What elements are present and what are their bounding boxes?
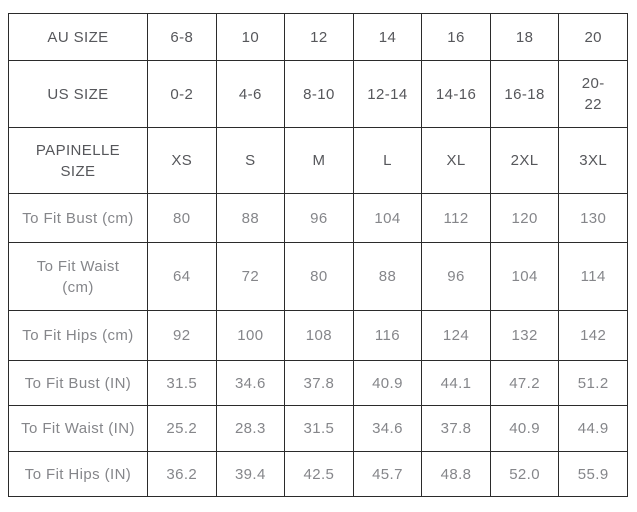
value-cell: 25.2 <box>147 405 217 452</box>
value-cell: 108 <box>284 310 354 361</box>
table-row: To Fit Hips (cm) 92 100 108 116 124 132 142 <box>8 310 628 361</box>
value-cell: 28.3 <box>215 405 286 452</box>
value-cell: 96 <box>421 242 491 311</box>
value-cell: 124 <box>421 310 491 361</box>
value-cell: 72 <box>215 242 286 311</box>
value-cell: 80 <box>284 242 354 311</box>
value-cell: 8-10 <box>284 60 354 128</box>
value-cell: XL <box>421 127 491 194</box>
row-label: US SIZE <box>8 60 148 128</box>
value-cell: 3XL <box>558 127 628 194</box>
table-row: AU SIZE 6-8 10 12 14 16 18 20 <box>8 13 628 61</box>
value-cell: 2XL <box>489 127 560 194</box>
value-cell: 31.5 <box>147 360 217 406</box>
value-cell: 96 <box>284 193 354 243</box>
value-cell: 12 <box>284 13 354 61</box>
value-cell: M <box>284 127 354 194</box>
value-cell: 48.8 <box>421 451 491 497</box>
value-cell: 4-6 <box>215 60 286 128</box>
value-cell: 116 <box>352 310 423 361</box>
table-row: To Fit Waist (IN) 25.2 28.3 31.5 34.6 37.8 40.… <box>8 405 628 452</box>
value-cell: 14 <box>352 13 423 61</box>
value-cell: 45.7 <box>352 451 423 497</box>
value-cell: 88 <box>352 242 423 311</box>
table-row: US SIZE 0-2 4-6 8-10 12-14 14-16 16-18 20- 22 <box>8 60 628 128</box>
table-row: PAPINELLE SIZE XS S M L XL 2XL 3XL <box>8 127 628 194</box>
value-cell: 132 <box>489 310 560 361</box>
value-cell: 44.9 <box>558 405 628 452</box>
value-cell: 20- 22 <box>558 60 628 128</box>
value-cell: XS <box>147 127 217 194</box>
value-cell: 37.8 <box>284 360 354 406</box>
row-label: To Fit Bust (IN) <box>8 360 148 406</box>
table-row: To Fit Bust (cm) 80 88 96 104 112 120 130 <box>8 193 628 243</box>
value-cell: 16-18 <box>489 60 560 128</box>
value-cell: 88 <box>215 193 286 243</box>
value-cell: 12-14 <box>352 60 423 128</box>
value-cell: 0-2 <box>147 60 217 128</box>
value-cell: 47.2 <box>489 360 560 406</box>
row-label: To Fit Hips (cm) <box>8 310 148 361</box>
value-cell: 39.4 <box>215 451 286 497</box>
value-cell: 52.0 <box>489 451 560 497</box>
value-cell: 142 <box>558 310 628 361</box>
size-chart-body: AU SIZE 6-8 10 12 14 16 18 20 US SIZE 0-2 4-6 8-10 1… <box>8 13 628 497</box>
row-label: To Fit Hips (IN) <box>8 451 148 497</box>
value-cell: 10 <box>215 13 286 61</box>
size-chart-table: AU SIZE 6-8 10 12 14 16 18 20 US SIZE 0-2 4-6 8-10 1… <box>8 13 628 497</box>
value-cell: 55.9 <box>558 451 628 497</box>
value-cell: 37.8 <box>421 405 491 452</box>
value-cell: 34.6 <box>352 405 423 452</box>
value-cell: 44.1 <box>421 360 491 406</box>
value-cell: 14-16 <box>421 60 491 128</box>
row-label: AU SIZE <box>8 13 148 61</box>
value-cell: S <box>215 127 286 194</box>
table-row: To Fit Waist (cm) 64 72 80 88 96 104 114 <box>8 242 628 311</box>
value-cell: 100 <box>215 310 286 361</box>
value-cell: 92 <box>147 310 217 361</box>
value-cell: 104 <box>352 193 423 243</box>
value-cell: 31.5 <box>284 405 354 452</box>
value-cell: 112 <box>421 193 491 243</box>
value-cell: L <box>352 127 423 194</box>
table-row: To Fit Bust (IN) 31.5 34.6 37.8 40.9 44.1 47.2… <box>8 360 628 406</box>
size-chart: AU SIZE 6-8 10 12 14 16 18 20 US SIZE 0-2 4-6 8-10 1… <box>8 13 628 497</box>
value-cell: 40.9 <box>489 405 560 452</box>
value-cell: 40.9 <box>352 360 423 406</box>
value-cell: 80 <box>147 193 217 243</box>
value-cell: 6-8 <box>147 13 217 61</box>
row-label: To Fit Waist (cm) <box>8 242 148 311</box>
value-cell: 104 <box>489 242 560 311</box>
value-cell: 18 <box>489 13 560 61</box>
value-cell: 16 <box>421 13 491 61</box>
value-cell: 20 <box>558 13 628 61</box>
value-cell: 64 <box>147 242 217 311</box>
value-cell: 114 <box>558 242 628 311</box>
value-cell: 120 <box>489 193 560 243</box>
row-label: PAPINELLE SIZE <box>8 127 148 194</box>
value-cell: 51.2 <box>558 360 628 406</box>
table-row: To Fit Hips (IN) 36.2 39.4 42.5 45.7 48.8 52.0… <box>8 451 628 497</box>
value-cell: 42.5 <box>284 451 354 497</box>
value-cell: 34.6 <box>215 360 286 406</box>
value-cell: 36.2 <box>147 451 217 497</box>
value-cell: 130 <box>558 193 628 243</box>
row-label: To Fit Waist (IN) <box>8 405 148 452</box>
row-label: To Fit Bust (cm) <box>8 193 148 243</box>
